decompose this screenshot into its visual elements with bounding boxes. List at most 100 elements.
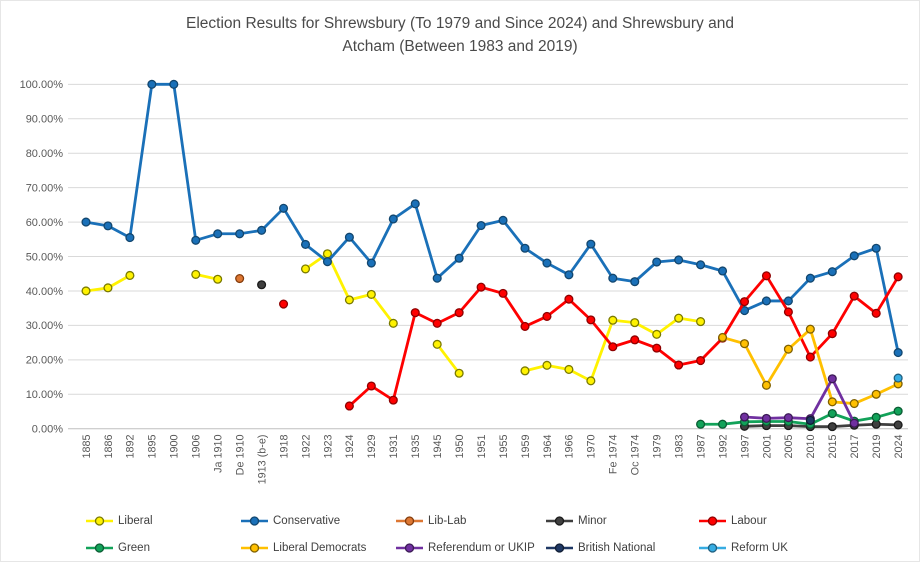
x-tick-label: 2010 (805, 435, 817, 459)
x-tick-label: 1924 (344, 435, 356, 459)
x-tick-label: Ja 1910 (213, 435, 225, 473)
data-point-labour-2005 (783, 307, 793, 317)
data-point-labour-2024 (893, 272, 903, 282)
data-point-labour-1964 (542, 311, 552, 321)
y-axis-labels: 0.00% 10.00% 20.00% 30.00% 40.00% 50.00% 60.00… (20, 79, 64, 435)
data-point-conservative-2005 (783, 296, 793, 306)
data-point-labour-1945 (432, 318, 442, 328)
data-point-conservative-1895 (147, 79, 157, 89)
y-tick-label: 20.00% (26, 355, 64, 367)
data-point-liberal-1987 (696, 317, 706, 327)
y-tick-label: 60.00% (26, 217, 64, 229)
data-point-conservative-1913-b-e- (257, 225, 267, 235)
data-point-conservative-1922 (300, 239, 311, 250)
data-point-liberal-democrats-2015 (827, 397, 837, 407)
x-tick-label: De 1910 (234, 435, 246, 476)
data-point-green-2024 (893, 406, 903, 416)
x-tick-label: 1979 (652, 435, 664, 459)
data-point-conservative-1885 (81, 217, 91, 227)
data-point-liberal-1950 (454, 368, 464, 378)
data-point-conservative-1931 (388, 214, 398, 224)
data-point-lib-lab-de-1910 (235, 274, 245, 284)
x-tick-label: 1987 (695, 435, 707, 459)
y-tick-label: 80.00% (26, 148, 64, 160)
data-point-labour-1966 (564, 294, 574, 304)
data-point-liberal-1923 (322, 249, 333, 259)
x-tick-label: 1970 (586, 435, 598, 459)
data-point-labour-1929 (366, 381, 376, 391)
data-point-minor-2015 (827, 422, 837, 432)
y-tick-label: 90.00% (26, 114, 64, 126)
x-tick-label: 1964 (542, 435, 554, 459)
data-point-labour-2017 (849, 291, 859, 301)
gridlines (68, 83, 908, 430)
data-point-conservative-1929 (366, 258, 376, 268)
data-point-labour-1959 (520, 321, 530, 331)
data-point-liberal-fe-1974 (608, 315, 618, 325)
data-point-liberal-1886 (103, 283, 113, 293)
x-tick-label: 2005 (783, 435, 795, 459)
data-point-liberal-democrats-2001 (761, 380, 771, 390)
series-conservative (81, 79, 903, 358)
x-tick-label: 1885 (81, 435, 93, 459)
data-point-liberal-1924 (344, 295, 354, 305)
data-point-conservative-1900 (169, 79, 179, 89)
data-point-liberal-oc-1974 (630, 318, 640, 328)
x-tick-label: 1892 (125, 435, 137, 459)
y-tick-label: 70.00% (26, 182, 64, 194)
data-point-conservative-1924 (344, 232, 354, 242)
data-point-conservative-1983 (674, 255, 684, 265)
x-tick-label: 1931 (388, 435, 400, 459)
series-line-green (699, 409, 900, 426)
x-tick-label: 2015 (827, 435, 839, 459)
data-point-referendum-or-ukip-2005 (783, 413, 793, 423)
data-point-conservative-1935 (410, 199, 420, 209)
data-point-labour-1935 (410, 308, 420, 318)
data-point-conservative-de-1910 (235, 229, 245, 239)
data-point-liberal-democrats-2005 (783, 344, 793, 354)
data-point-green-2019 (871, 412, 881, 422)
data-point-liberal-1906 (191, 269, 201, 279)
data-point-liberal-democrats-2010 (805, 324, 815, 334)
data-point-conservative-1906 (191, 235, 201, 245)
x-tick-label: 2001 (761, 435, 773, 459)
data-point-referendum-or-ukip-2001 (761, 413, 771, 423)
series-british-national (805, 415, 815, 425)
data-point-liberal-1959 (520, 366, 530, 376)
data-point-conservative-2017 (849, 251, 859, 261)
series-liberal-democrats (717, 324, 903, 409)
series-referendum-or-ukip (739, 374, 859, 428)
data-point-labour-1918 (278, 299, 289, 309)
x-tick-label: 1900 (169, 435, 181, 459)
x-tick-label: Oc 1974 (630, 435, 642, 476)
y-tick-label: 30.00% (26, 320, 64, 332)
data-point-conservative-1959 (520, 243, 530, 253)
data-point-conservative-2001 (761, 296, 771, 306)
data-point-conservative-oc-1974 (630, 277, 640, 287)
y-tick-label: 10.00% (26, 389, 64, 401)
data-point-green-2015 (827, 408, 837, 419)
data-point-liberal-1929 (366, 289, 376, 299)
x-tick-label: 1935 (410, 435, 422, 459)
y-tick-label: 100.00% (20, 79, 64, 91)
series-line-conservative (84, 82, 900, 354)
x-tick-label: 1895 (147, 435, 159, 459)
x-tick-label: 1966 (564, 435, 576, 459)
x-tick-label: 1950 (454, 435, 466, 459)
x-tick-label: 1945 (432, 435, 444, 459)
data-point-minor-1913-b-e- (257, 280, 267, 290)
data-point-liberal-1945 (432, 339, 442, 349)
data-point-labour-1924 (344, 401, 354, 411)
data-point-green-1992 (717, 419, 728, 429)
x-tick-label: 1997 (739, 435, 751, 459)
data-point-labour-2015 (827, 329, 837, 339)
data-point-minor-2024 (893, 420, 903, 430)
data-point-conservative-2015 (827, 267, 837, 277)
data-point-labour-1951 (476, 282, 486, 292)
data-point-liberal-1964 (542, 360, 552, 370)
series-lib-lab (235, 274, 245, 284)
x-tick-label: 1955 (498, 435, 510, 459)
data-point-liberal-1979 (652, 329, 662, 339)
